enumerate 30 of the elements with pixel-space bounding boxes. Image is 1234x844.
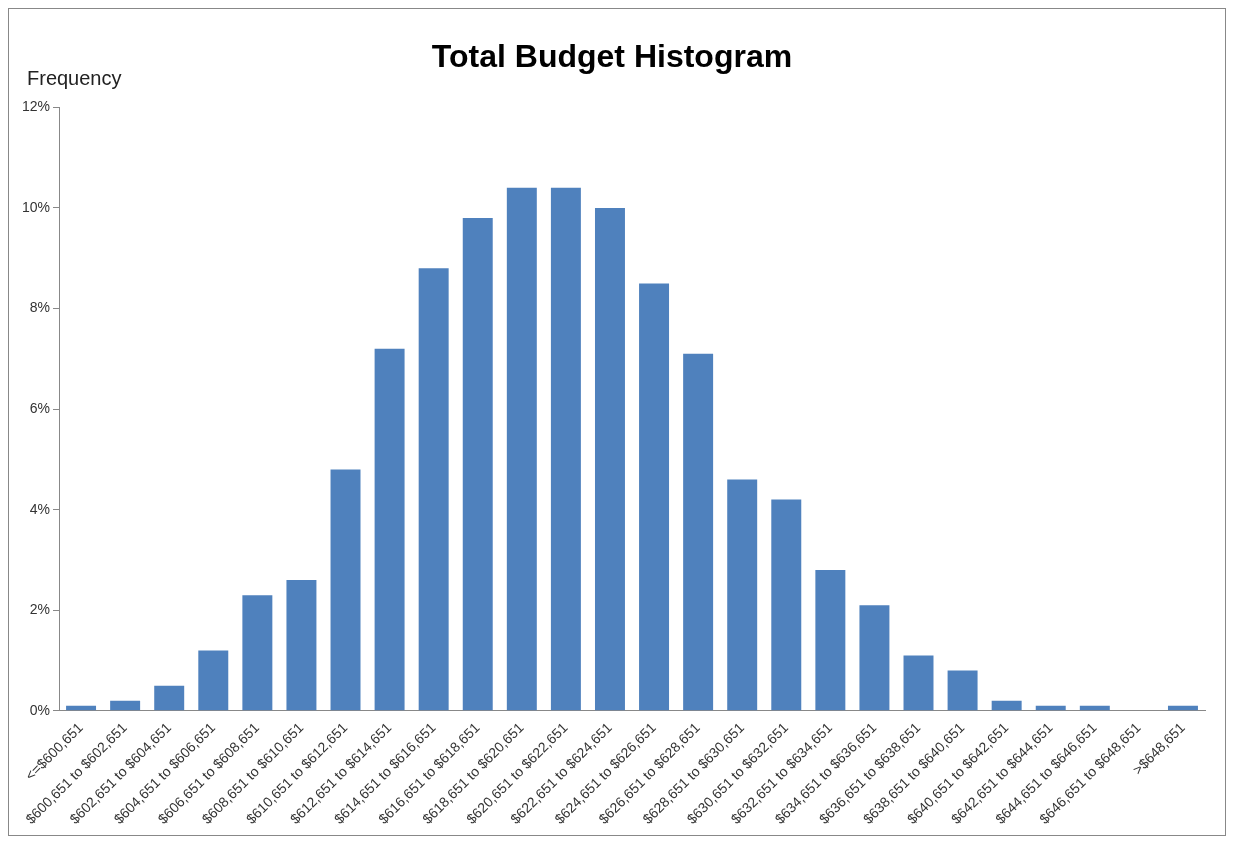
chart-title: Total Budget Histogram: [431, 38, 793, 75]
bar: [110, 700, 141, 711]
bar: [286, 580, 317, 711]
bar: [903, 655, 934, 711]
bar: [727, 479, 758, 711]
bar: [594, 207, 625, 711]
bar: [462, 218, 493, 711]
bar: [506, 187, 537, 711]
bar: [683, 353, 714, 711]
y-tick-label: 10%: [21, 198, 51, 215]
bar: [859, 605, 890, 711]
y-tick-label: 12%: [21, 98, 51, 115]
bar: [374, 348, 405, 711]
bar: [991, 700, 1022, 711]
bar: [242, 595, 273, 711]
y-tick-label: 2%: [29, 601, 51, 618]
bar: [198, 650, 229, 711]
bar: [418, 268, 449, 711]
bar: [330, 469, 361, 711]
y-tick-label: 8%: [29, 299, 51, 316]
bar: [639, 283, 670, 711]
bar: [815, 570, 846, 711]
bar: [947, 670, 978, 711]
y-tick-label: 4%: [29, 500, 51, 517]
y-tick-label: 6%: [29, 399, 51, 416]
bar: [154, 685, 185, 711]
bar: [550, 187, 581, 711]
y-axis-title: Frequency: [27, 66, 122, 89]
y-tick-label: 0%: [29, 701, 51, 718]
bar: [771, 499, 802, 711]
